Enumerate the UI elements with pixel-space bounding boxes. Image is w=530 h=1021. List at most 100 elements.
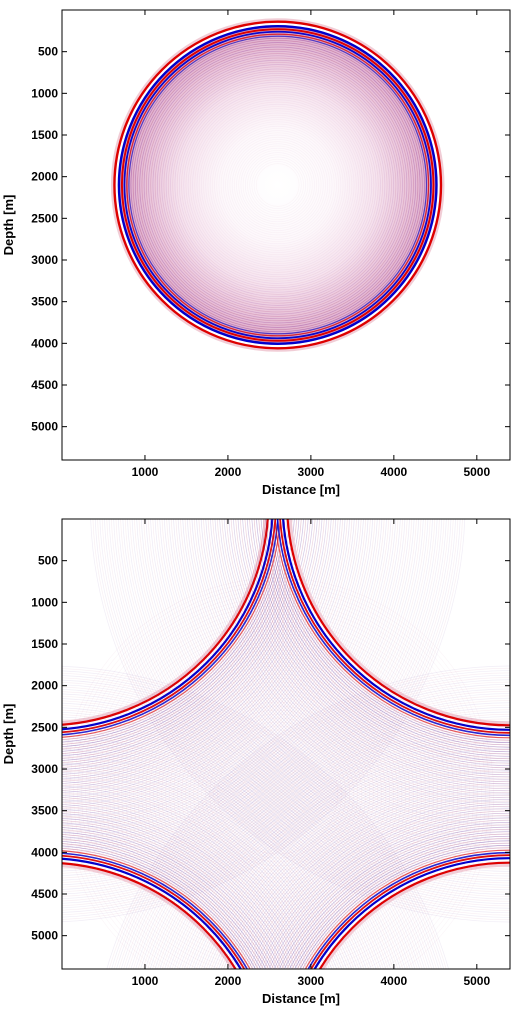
coda-ring xyxy=(161,68,395,302)
faint-ring xyxy=(161,677,395,911)
faint-ring xyxy=(157,673,399,915)
coda-ring xyxy=(185,92,370,278)
coda-ring xyxy=(255,163,300,207)
faint-ring xyxy=(193,709,363,879)
coda-ring xyxy=(240,147,315,223)
faint-ring xyxy=(213,729,343,859)
x-tick-label: 3000 xyxy=(298,974,325,988)
y-axis-label-top: Depth [m] xyxy=(1,195,16,256)
coda-ring xyxy=(209,117,346,253)
coda-ring xyxy=(130,37,425,333)
y-tick-label: 2500 xyxy=(31,720,58,734)
y-ticks-top: 500 1000 1500 2000 2500 3000 3500 4000 4500 5000 xyxy=(31,45,510,434)
coda-ring xyxy=(222,130,333,240)
y-tick-label: 4000 xyxy=(31,336,58,350)
y-tick-label: 1500 xyxy=(31,637,58,651)
coda-ring xyxy=(172,79,384,291)
faint-ring xyxy=(177,693,379,895)
y-tick-label: 4000 xyxy=(31,845,58,859)
coda-ring xyxy=(214,121,342,249)
faint-ring xyxy=(133,649,423,939)
coda-ring xyxy=(242,150,313,220)
coda-ring xyxy=(247,154,309,216)
coda-ring xyxy=(207,114,348,256)
faint-ring xyxy=(125,641,431,947)
y-tick-label: 1000 xyxy=(31,595,58,609)
coda-ring xyxy=(220,128,335,242)
faint-ring xyxy=(109,625,447,963)
coda-ring xyxy=(203,110,353,260)
faint-ring xyxy=(65,581,490,969)
coda-ring xyxy=(150,57,406,313)
coda-ring xyxy=(145,53,410,317)
coda-ring xyxy=(216,123,340,247)
chart-panel-top: 1000 2000 3000 4000 5000 500 1000 1500 2000 2500… xyxy=(1,9,511,497)
coda-ring xyxy=(148,55,408,315)
y-tick-label: 3000 xyxy=(31,762,58,776)
y-tick-label: 2000 xyxy=(31,170,58,184)
x-tick-label: 2000 xyxy=(215,465,242,479)
chart-panel-bottom: 1000 2000 3000 4000 5000 500 1000 1500 2000 2500… xyxy=(1,518,511,1006)
coda-ring xyxy=(181,88,375,282)
coda-ring xyxy=(178,86,377,284)
faint-ring xyxy=(217,733,339,855)
x-tick-label: 3000 xyxy=(298,465,325,479)
coda-ring xyxy=(198,106,357,264)
wavefront-ring xyxy=(120,28,435,342)
y-tick-label: 3000 xyxy=(31,253,58,267)
faint-ring xyxy=(121,637,435,951)
x-axis-label-top: Distance [m] xyxy=(262,482,340,497)
coda-ring xyxy=(253,161,302,209)
faint-ring xyxy=(201,717,355,871)
faint-ring xyxy=(149,665,407,923)
coda-ring xyxy=(244,152,311,218)
y-tick-label: 2500 xyxy=(31,211,58,225)
coda-ring xyxy=(167,75,388,295)
coda-ring xyxy=(165,73,390,297)
coda-ring xyxy=(189,97,366,273)
y-tick-label: 1000 xyxy=(31,86,58,100)
plot-area-bottom xyxy=(62,519,510,969)
y-tick-label: 2000 xyxy=(31,679,58,693)
coda-ring xyxy=(139,46,417,324)
plot-frame-top xyxy=(61,9,511,461)
x-axis-label-bottom: Distance [m] xyxy=(262,991,340,1006)
x-tick-label: 4000 xyxy=(381,974,408,988)
faint-ring xyxy=(197,713,359,875)
x-tick-label: 1000 xyxy=(132,465,159,479)
coda-ring xyxy=(231,139,324,231)
x-ticks-bottom: 1000 2000 3000 4000 5000 xyxy=(132,519,490,988)
coda-ring xyxy=(134,42,421,328)
faint-ring xyxy=(185,701,371,887)
corner-wavefronts xyxy=(62,519,510,969)
faint-ring xyxy=(173,689,383,899)
coda-ring xyxy=(187,95,368,275)
coda-ring xyxy=(156,64,399,306)
faint-ring xyxy=(97,613,458,969)
coda-ring xyxy=(249,156,307,214)
faint-ring xyxy=(117,633,439,955)
faint-ring xyxy=(89,605,466,969)
coda-ring xyxy=(141,48,414,322)
faint-ring xyxy=(165,681,391,907)
y-ticks-bottom: 500 1000 1500 2000 2500 3000 3500 4000 4500 5000 xyxy=(31,554,510,943)
y-tick-label: 5000 xyxy=(31,420,58,434)
coda-ring xyxy=(238,145,318,225)
faint-ring xyxy=(141,657,415,931)
y-tick-label: 4500 xyxy=(31,887,58,901)
wavefront-ring xyxy=(126,33,430,337)
y-tick-label: 500 xyxy=(38,554,58,568)
coda-ring xyxy=(251,158,304,212)
coda-ring xyxy=(229,136,326,234)
coda-ring xyxy=(227,134,329,236)
wavefront-ring xyxy=(110,18,445,352)
wavefront-ring xyxy=(116,23,440,347)
coda-ring xyxy=(132,40,423,330)
coda-ring xyxy=(152,59,403,311)
x-ticks-top: 1000 2000 3000 4000 5000 xyxy=(132,10,490,479)
faint-ring xyxy=(181,697,375,891)
coda-ring xyxy=(163,70,392,300)
y-tick-label: 1500 xyxy=(31,128,58,142)
coda-ring xyxy=(159,66,397,304)
